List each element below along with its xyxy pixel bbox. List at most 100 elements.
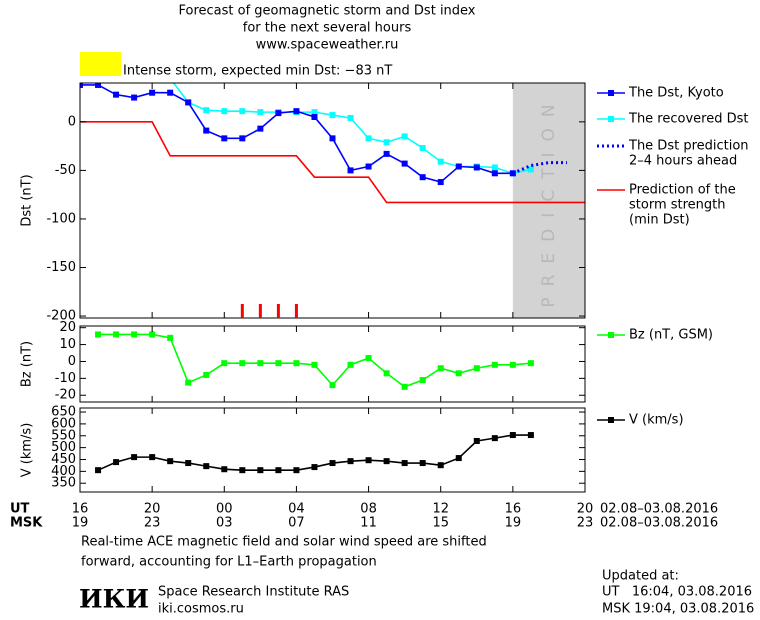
logo: ИКИ (79, 585, 149, 614)
legend-marker (608, 90, 614, 96)
marker (221, 108, 228, 115)
legend-label: The Dst prediction (628, 139, 749, 154)
title: for the next several hours (243, 21, 412, 36)
alert-swatch (80, 52, 121, 76)
note: forward, accounting for L1–Earth propaga… (81, 555, 377, 570)
y-axis-label: V (km/s) (20, 423, 35, 478)
marker (293, 467, 300, 474)
marker (95, 331, 102, 338)
x-tick-label: 08 (360, 502, 377, 517)
legend-label: V (km/s) (629, 413, 684, 428)
x-tick-label: 11 (360, 516, 377, 531)
marker (437, 179, 444, 186)
plot-area (95, 432, 534, 474)
y-tick-label: -20 (55, 388, 76, 403)
marker (293, 108, 300, 115)
marker (221, 466, 228, 473)
y-axis-label: Bz (nT) (20, 341, 35, 387)
marker (473, 164, 480, 171)
marker (239, 360, 246, 367)
y-tick-label: 20 (59, 320, 76, 335)
marker (149, 331, 156, 338)
marker (311, 113, 318, 120)
series-line (98, 333, 531, 388)
marker (203, 371, 210, 378)
marker (257, 109, 264, 116)
marker (455, 370, 462, 377)
y-tick-label: 350 (51, 476, 76, 491)
marker (257, 125, 264, 132)
marker (419, 145, 426, 152)
marker (185, 460, 192, 467)
y-tick-label: -200 (46, 309, 76, 324)
y-tick-label: 0 (68, 114, 76, 129)
marker (365, 355, 372, 362)
marker (491, 435, 498, 442)
prediction-region (512, 83, 585, 318)
plot-area (80, 83, 585, 318)
x-tick-label: 16 (505, 502, 522, 517)
plot-area (95, 331, 534, 390)
legend-marker (608, 417, 614, 423)
marker (203, 463, 210, 470)
y-tick-label: -10 (55, 371, 76, 386)
marker (113, 459, 120, 466)
x-tick-label: 23 (144, 516, 161, 531)
title: www.spaceweather.ru (256, 38, 399, 53)
updated: MSK 19:04, 03.08.2016 (602, 602, 754, 617)
marker (509, 361, 516, 368)
marker (365, 163, 372, 170)
marker (401, 133, 408, 140)
marker (131, 331, 138, 338)
marker (347, 458, 354, 465)
series-line (172, 83, 532, 175)
frame (79, 82, 586, 319)
y-tick-label: 500 (51, 440, 76, 455)
marker (329, 382, 336, 389)
marker (149, 454, 156, 461)
marker (527, 360, 534, 367)
y-tick-label: 0 (68, 354, 76, 369)
marker (473, 365, 480, 372)
marker (131, 94, 138, 101)
legend-label: (min Dst) (629, 213, 690, 228)
title: Forecast of geomagnetic storm and Dst in… (178, 4, 475, 19)
marker (437, 158, 444, 165)
x-axis-name: UT (10, 502, 30, 517)
marker (113, 331, 120, 338)
series-line (512, 161, 567, 175)
y-tick-label: 600 (51, 416, 76, 431)
marker (347, 361, 354, 368)
marker (491, 164, 498, 171)
marker (437, 462, 444, 469)
frame (79, 407, 586, 493)
x-tick-label: 03 (216, 516, 233, 531)
marker (221, 360, 228, 367)
marker (347, 114, 354, 121)
series-line (80, 121, 585, 204)
marker (401, 383, 408, 390)
marker (383, 150, 390, 157)
marker (131, 454, 138, 461)
marker (239, 467, 246, 474)
x-tick-label: 19 (505, 516, 522, 531)
marker (311, 464, 318, 471)
marker (80, 83, 83, 88)
marker (383, 370, 390, 377)
marker (185, 379, 192, 386)
marker (527, 166, 534, 173)
legend-label: The recovered Dst (628, 112, 748, 127)
marker (95, 83, 102, 88)
y-tick-label: -50 (55, 163, 76, 178)
note: Real-time ACE magnetic field and solar w… (81, 535, 487, 550)
legend-label: storm strength (629, 198, 726, 213)
marker (239, 135, 246, 142)
y-axis-label: Dst (nT) (20, 174, 35, 226)
marker (473, 437, 480, 444)
marker (203, 107, 210, 114)
marker (311, 109, 318, 116)
marker (221, 135, 228, 142)
marker (149, 89, 156, 96)
marker (383, 139, 390, 146)
